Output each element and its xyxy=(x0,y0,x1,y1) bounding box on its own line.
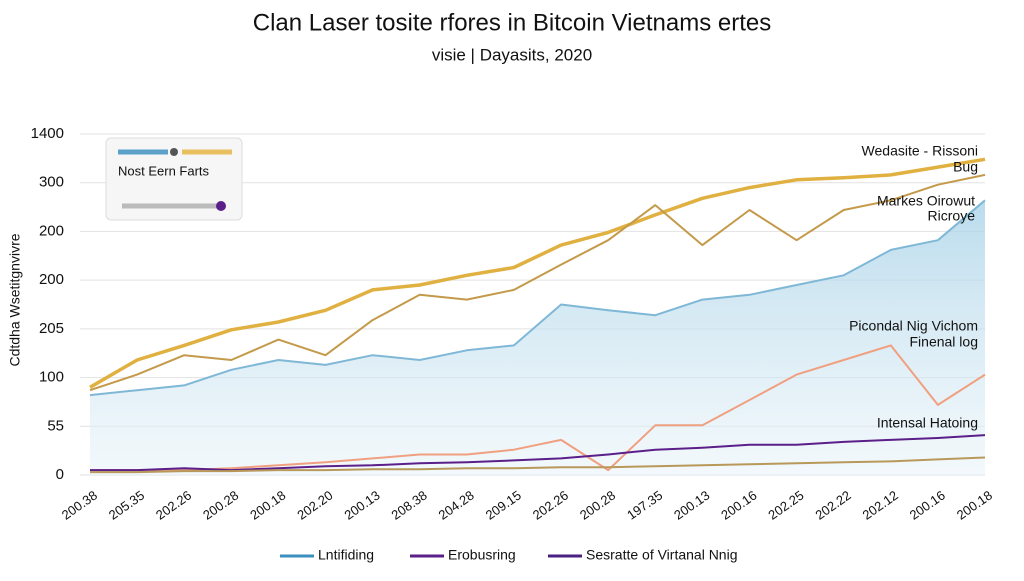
x-tick-label: 200.28 xyxy=(200,488,241,523)
y-tick-label: 100 xyxy=(39,369,64,386)
x-tick-label: 200.18 xyxy=(247,488,288,523)
line xyxy=(90,456,986,474)
legend-label: Erobusring xyxy=(448,547,516,563)
x-tick-label: 204.28 xyxy=(436,488,477,523)
x-tick-label: 202.26 xyxy=(153,488,194,523)
annotation: Intensal Hatoing xyxy=(877,415,978,431)
x-tick-label: 202.25 xyxy=(765,488,806,523)
annotation: Ricroye xyxy=(928,208,976,224)
x-tick-label: 200.13 xyxy=(671,488,712,523)
x-tick-label: 202.20 xyxy=(294,488,335,523)
x-tick-label: 200.38 xyxy=(59,488,100,523)
y-axis-label: Cdtdha Wsetitgnvivre xyxy=(7,233,23,366)
y-tick-label: 200 xyxy=(39,271,64,288)
x-tick-label: 209.15 xyxy=(483,488,524,523)
annotation: Finenal log xyxy=(910,334,979,350)
line xyxy=(90,344,986,472)
annotation: Bug xyxy=(953,159,978,175)
y-tick-label: 0 xyxy=(56,466,64,483)
y-tick-label: 55 xyxy=(47,417,64,434)
x-tick-label: 202.26 xyxy=(530,488,571,523)
y-tick-label: 205 xyxy=(39,320,64,337)
legend-label: Sesratte of Virtanal Nnig xyxy=(586,547,738,563)
annotation: Markes Oirowut xyxy=(877,193,975,209)
line xyxy=(89,173,986,392)
annotation: Picondal Nig Vichom xyxy=(849,318,978,334)
area xyxy=(90,200,985,476)
x-tick-label: 200.28 xyxy=(577,488,618,523)
line xyxy=(89,157,986,389)
legend-box-dot xyxy=(170,148,178,156)
line xyxy=(90,434,986,472)
x-tick-label: 197.35 xyxy=(624,488,665,523)
legend-box xyxy=(105,137,243,221)
x-tick-label: 200.16 xyxy=(907,488,948,523)
x-tick-label: 202.22 xyxy=(812,488,853,523)
legend-box-label: Nost Eern Farts xyxy=(118,163,210,178)
x-tick-label: 200.13 xyxy=(341,488,382,523)
y-tick-label: 1400 xyxy=(31,125,64,142)
x-tick-label: 202.12 xyxy=(860,488,901,523)
x-tick-label: 200.16 xyxy=(718,488,759,523)
annotation: Wedasite - Rissoni xyxy=(862,143,978,159)
x-tick-label: 200.18 xyxy=(954,488,995,523)
chart-subtitle: visie | Dayasits, 2020 xyxy=(432,45,592,64)
line xyxy=(89,199,986,397)
x-tick-label: 205.35 xyxy=(106,488,147,523)
x-tick-label: 208.38 xyxy=(389,488,430,523)
legend-box-knob xyxy=(216,201,226,211)
legend-label: Lntifiding xyxy=(318,547,374,563)
y-tick-label: 200 xyxy=(39,222,64,239)
chart-title: Clan Laser tosite rfores in Bitcoin Viet… xyxy=(253,9,771,36)
y-tick-label: 300 xyxy=(39,174,64,191)
